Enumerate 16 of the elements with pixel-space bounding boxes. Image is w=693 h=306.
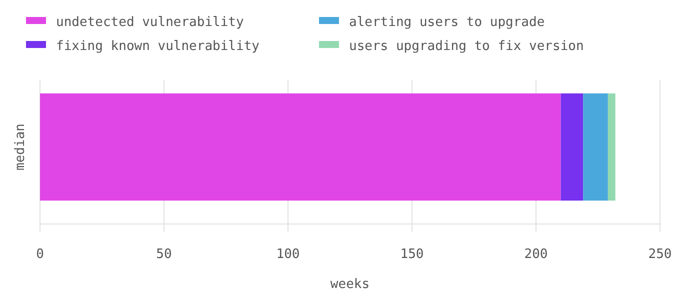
x-tick-label: 250: [648, 247, 672, 262]
x-tick-label: 100: [276, 247, 300, 262]
x-tick-label: 150: [400, 247, 424, 262]
bar: [608, 93, 616, 201]
x-axis-title: weeks: [330, 277, 370, 292]
legend-label: fixing known vulnerability: [56, 39, 260, 54]
x-tick-label: 50: [156, 247, 172, 262]
x-tick-label: 0: [36, 247, 44, 262]
y-tick-label: median: [13, 124, 28, 170]
legend-label: users upgrading to fix version: [349, 39, 584, 54]
x-tick-label: 200: [524, 247, 548, 262]
bar: [560, 93, 584, 201]
bar: [583, 93, 608, 201]
bar: [40, 93, 561, 201]
legend-label: undetected vulnerability: [56, 15, 244, 30]
legend-label: alerting users to upgrade: [349, 15, 545, 30]
